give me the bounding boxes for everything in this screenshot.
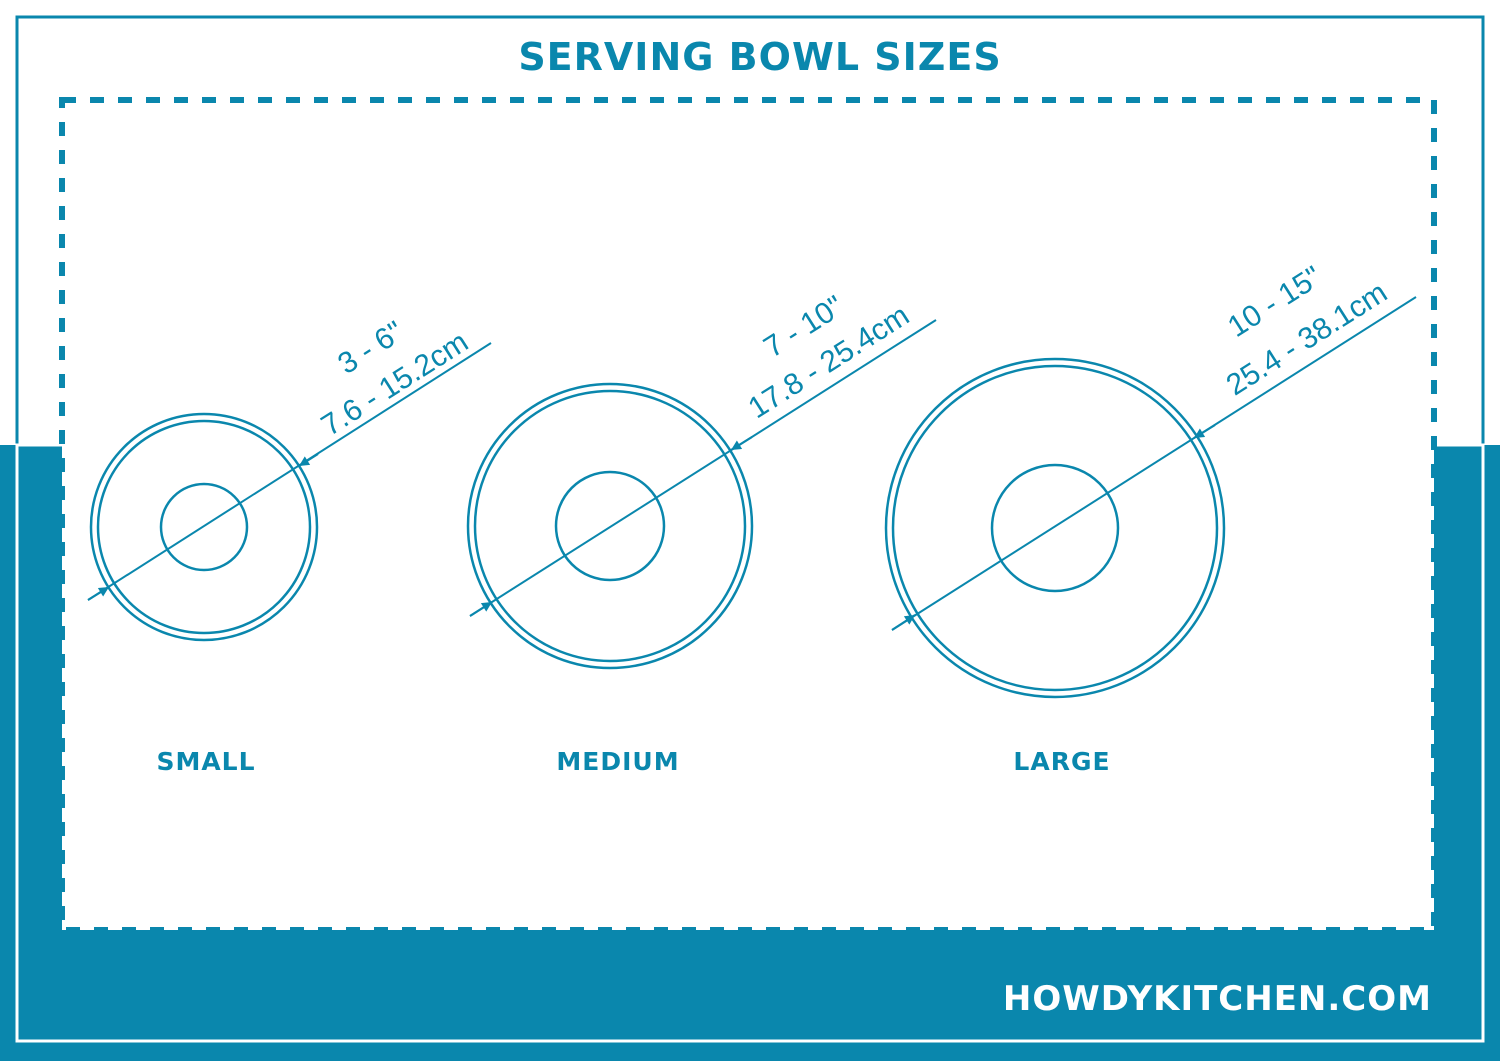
large-bowl-inner-rim — [891, 364, 1219, 692]
medium-bowl-arrow-left — [469, 601, 493, 617]
medium-bowl-base — [554, 470, 666, 582]
large-bowl-base — [990, 463, 1120, 593]
small-bowl-base — [159, 482, 249, 572]
medium-bowl-label: MEDIUM — [556, 747, 679, 776]
small-bowl-outer-rim — [89, 412, 319, 642]
small-bowl-label: SMALL — [156, 747, 255, 776]
large-bowl-label: LARGE — [1013, 747, 1110, 776]
dashed-border — [59, 97, 1437, 933]
small-bowl-arrow-right — [298, 453, 319, 467]
medium-bowl-diameter-line — [469, 319, 937, 617]
footer-site-name: HOWDYKITCHEN.COM — [1003, 979, 1432, 1019]
medium-bowl-inner-rim — [473, 389, 747, 663]
content-card — [62, 100, 1434, 930]
small-bowl-arrow-left — [87, 586, 110, 601]
large-bowl-diameter-line — [891, 296, 1417, 631]
medium-bowl-outer-rim — [466, 382, 754, 670]
small-bowl-diameter-line — [87, 342, 492, 601]
large-bowl-arrow-right — [1193, 424, 1216, 439]
small-bowl-inner-rim — [96, 419, 312, 635]
medium-bowl-arrow-right — [730, 436, 753, 451]
diagram-title: SERVING BOWL SIZES — [518, 35, 1001, 79]
large-bowl-outer-rim — [884, 357, 1226, 699]
large-bowl-arrow-left — [891, 614, 916, 631]
